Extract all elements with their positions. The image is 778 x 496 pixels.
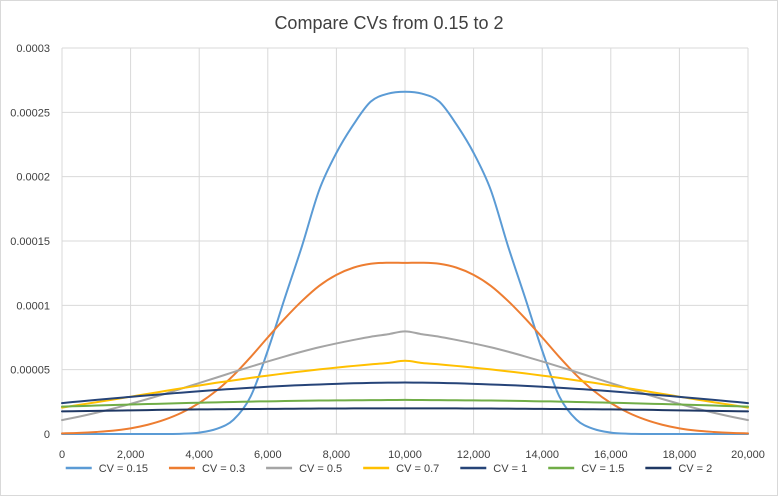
y-tick-label: 0.0002 xyxy=(16,172,50,184)
x-tick-label: 10,000 xyxy=(388,449,422,461)
series-line-4 xyxy=(61,359,749,409)
x-tick-label: 18,000 xyxy=(663,449,697,461)
legend-label: CV = 0.15 xyxy=(99,463,148,475)
legend-label: CV = 2 xyxy=(678,463,712,475)
legend-label: CV = 0.3 xyxy=(202,463,245,475)
y-tick-label: 0.00005 xyxy=(10,365,50,377)
y-tick-label: 0.0001 xyxy=(16,300,50,312)
x-tick-label: 12,000 xyxy=(457,449,491,461)
series-line-3 xyxy=(61,330,749,422)
series-line-6 xyxy=(61,398,749,408)
x-tick-label: 20,000 xyxy=(731,449,765,461)
series-line-7 xyxy=(61,407,749,413)
x-tick-label: 8,000 xyxy=(323,449,351,461)
legend-label: CV = 1.5 xyxy=(581,463,624,475)
legend-label: CV = 1 xyxy=(493,463,527,475)
x-tick-label: 16,000 xyxy=(594,449,628,461)
x-tick-label: 4,000 xyxy=(185,449,213,461)
chart-series xyxy=(61,90,749,436)
chart-legend: CV = 0.15 CV = 0.3 CV = 0.5 CV = 0.7 CV = 1 C… xyxy=(65,463,712,475)
series-line-2 xyxy=(61,261,749,435)
series-line-1 xyxy=(61,90,749,436)
x-tick-label: 0 xyxy=(59,449,65,461)
x-tick-label: 14,000 xyxy=(525,449,559,461)
chart-title: Compare CVs from 0.15 to 2 xyxy=(274,13,503,33)
y-tick-label: 0.00015 xyxy=(10,236,50,248)
y-tick-label: 0 xyxy=(44,429,50,441)
y-tick-label: 0.00025 xyxy=(10,107,50,119)
x-tick-label: 6,000 xyxy=(254,449,282,461)
series-line-5 xyxy=(61,381,749,405)
legend-label: CV = 0.7 xyxy=(396,463,439,475)
chart-grid xyxy=(61,47,749,435)
legend-label: CV = 0.5 xyxy=(299,463,342,475)
x-tick-label: 2,000 xyxy=(117,449,145,461)
y-tick-label: 0.0003 xyxy=(16,43,50,55)
chart-axes: 0 0.00005 0.0001 0.00015 0.0002 0.00025 0.0003… xyxy=(10,43,765,461)
